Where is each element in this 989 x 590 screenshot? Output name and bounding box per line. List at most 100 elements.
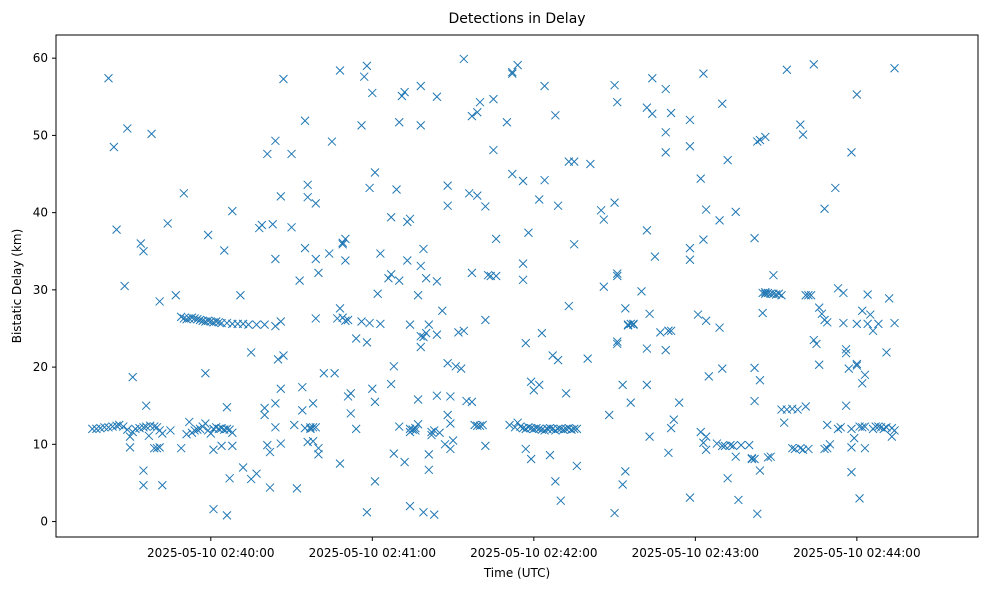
data-point-marker (141, 401, 151, 411)
data-point-marker (489, 94, 498, 104)
y-tick-label: 0 (40, 515, 48, 529)
data-point-marker (236, 290, 245, 300)
data-point-marker (139, 246, 148, 256)
data-point-marker (271, 422, 280, 432)
data-point-marker (795, 120, 805, 129)
data-point-marker (314, 443, 323, 453)
data-point-marker (860, 443, 870, 453)
data-point-marker (238, 319, 248, 329)
data-point-marker (572, 424, 582, 434)
data-point-marker (642, 344, 652, 353)
x-tick-label: 2025-05-10 02:41:00 (309, 546, 436, 560)
data-point-marker (346, 409, 356, 418)
data-point-marker (863, 290, 872, 299)
data-point-marker (459, 54, 469, 64)
data-point-marker (201, 419, 210, 428)
data-point-marker (295, 276, 304, 285)
data-point-marker (836, 422, 846, 432)
data-point-marker (629, 320, 638, 329)
data-point-marker (860, 422, 870, 431)
data-point-marker (865, 310, 875, 319)
x-axis: 2025-05-10 02:40:00 2025-05-10 02:41:00 20… (147, 537, 921, 560)
data-point-marker (292, 483, 302, 493)
data-point-marker (712, 439, 722, 448)
data-point-marker (782, 65, 792, 75)
data-point-marker (443, 201, 453, 211)
data-point-marker (701, 432, 711, 441)
data-point-marker (289, 420, 299, 430)
data-point-marker (303, 180, 313, 190)
data-point-marker (416, 81, 426, 91)
data-point-marker (750, 454, 759, 464)
data-point-marker (424, 450, 434, 459)
plot-area (55, 34, 979, 538)
data-point-marker (599, 282, 609, 292)
data-point-marker (685, 493, 695, 502)
data-point-marker (820, 444, 829, 454)
data-markers (87, 54, 899, 520)
data-point-marker (435, 428, 444, 438)
data-point-marker (553, 355, 563, 365)
data-point-marker (472, 107, 482, 117)
data-point-marker (306, 424, 315, 434)
data-point-marker (661, 84, 671, 94)
data-point-marker (163, 219, 173, 228)
data-point-marker (260, 403, 269, 413)
data-point-marker (728, 441, 738, 451)
data-point-marker (244, 320, 253, 329)
data-point-marker (467, 397, 477, 407)
data-point-marker (540, 81, 549, 91)
data-point-marker (521, 444, 531, 454)
x-axis-label: Time (UTC) (483, 566, 550, 580)
data-point-marker (666, 423, 676, 433)
data-point-marker (416, 342, 426, 352)
data-point-marker (324, 249, 334, 258)
data-point-marker (411, 423, 420, 433)
data-point-marker (424, 320, 434, 329)
data-point-marker (271, 254, 280, 264)
data-point-marker (717, 364, 727, 373)
data-point-marker (451, 361, 461, 371)
data-point-marker (411, 426, 420, 435)
data-point-marker (190, 314, 199, 323)
data-point-marker (376, 319, 385, 329)
data-point-marker (723, 473, 733, 483)
data-point-marker (564, 301, 574, 311)
data-point-marker (755, 135, 765, 145)
data-point-marker (556, 496, 566, 506)
data-point-marker (868, 326, 878, 336)
data-point-marker (405, 214, 415, 224)
data-point-marker (429, 510, 439, 519)
data-point-marker (666, 108, 676, 118)
data-point-marker (777, 290, 786, 300)
data-point-marker (604, 410, 614, 420)
data-point-marker (446, 392, 455, 401)
data-point-marker (413, 290, 423, 300)
data-point-marker (330, 368, 339, 378)
data-point-marker (376, 249, 385, 258)
data-point-marker (416, 331, 426, 341)
data-point-marker (542, 424, 552, 434)
data-point-marker (841, 401, 851, 411)
data-point-marker (419, 507, 428, 517)
data-point-marker (262, 149, 272, 159)
data-point-marker (332, 314, 342, 323)
data-point-marker (176, 312, 186, 322)
data-point-marker (359, 72, 369, 82)
data-point-marker (257, 220, 267, 230)
data-point-marker (645, 432, 654, 441)
data-point-marker (276, 384, 286, 394)
data-point-marker (849, 433, 859, 443)
data-point-marker (262, 440, 272, 450)
data-point-marker (308, 436, 318, 446)
data-point-marker (534, 380, 544, 390)
data-point-marker (750, 363, 759, 373)
data-point-marker (448, 436, 458, 445)
data-point-marker (612, 271, 622, 281)
data-point-marker (478, 420, 488, 430)
data-point-marker (367, 384, 377, 394)
data-point-marker (852, 359, 862, 369)
data-point-marker (612, 269, 622, 278)
data-point-marker (890, 63, 899, 73)
